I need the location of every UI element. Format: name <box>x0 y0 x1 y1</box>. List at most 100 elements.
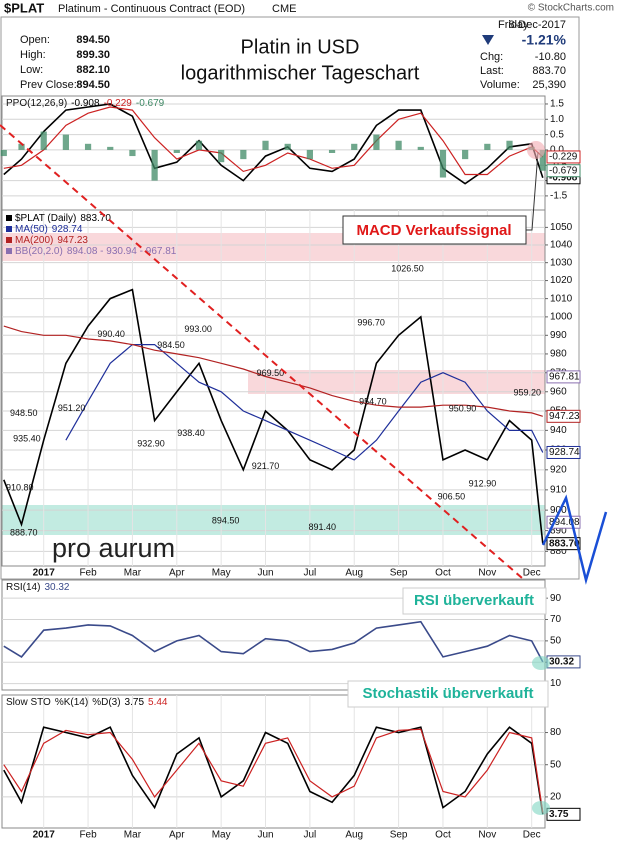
value-tag <box>546 370 581 384</box>
histogram-bar <box>40 131 47 150</box>
y-tick-label: 70 <box>550 614 562 625</box>
callout-pointer <box>526 151 539 231</box>
series-line <box>3 288 544 544</box>
change-pct: -1.21% <box>522 32 567 48</box>
series-readout: 5.44 <box>148 697 168 708</box>
panel-label: PPO(12,26,9) <box>6 98 67 109</box>
x-tick-label: Jul <box>303 568 316 579</box>
series-line <box>3 620 544 663</box>
x-tick-label: Oct <box>435 830 451 841</box>
price-annotation: 996.70 <box>357 317 385 327</box>
quote-value: 894.50 <box>76 79 110 91</box>
stat-value: -10.80 <box>535 51 566 63</box>
y-tick-label: 10 <box>550 678 562 689</box>
value-tag-label: 30.32 <box>549 657 574 668</box>
price-annotation: 1026.50 <box>391 263 424 273</box>
panel-label: Slow STO <box>6 697 51 708</box>
plot: 1.51.00.50.0-0.5-1.0-1.5-0.908-0.229-0.6… <box>0 95 581 841</box>
x-tick-label: May <box>212 568 231 579</box>
x-tick-label: Feb <box>79 830 97 841</box>
series-name: %D(3) <box>92 697 120 708</box>
y-tick-label: 1.0 <box>550 114 564 125</box>
y-tick-label: 1000 <box>550 312 573 323</box>
y-tick-label: 990 <box>550 330 567 341</box>
series-line <box>3 103 544 185</box>
histogram-bar <box>195 140 203 150</box>
instrument: Platinum - Continuous Contract (EOD) <box>58 3 245 15</box>
y-tick-label: 1010 <box>550 293 573 304</box>
exchange: CME <box>272 3 296 15</box>
price-annotation: 948.50 <box>10 408 38 418</box>
price-annotation: 950.90 <box>449 404 477 414</box>
quote-value: 894.50 <box>76 34 110 46</box>
histogram-bar <box>539 149 546 171</box>
price-annotation: 932.90 <box>137 439 165 449</box>
panel <box>1 694 546 829</box>
price-annotation: 993.00 <box>184 324 212 334</box>
title: logarithmischer Tageschart <box>181 62 420 84</box>
y-tick-label: 980 <box>550 349 567 360</box>
x-tick-label: Sep <box>390 830 408 841</box>
logo: pro aurum <box>52 533 175 563</box>
value-tag-label: 894.08 <box>549 517 580 528</box>
y-tick-label: 910 <box>550 485 567 496</box>
value-tag-label: 967.81 <box>549 372 580 383</box>
price-annotation: 891.40 <box>309 522 337 532</box>
value-tag-label: 947.23 <box>549 411 580 422</box>
price-annotation: 894.50 <box>212 516 240 526</box>
value-tag <box>546 150 581 164</box>
price-annotation: 959.20 <box>513 388 541 398</box>
series-line <box>3 726 544 815</box>
y-tick-label: 880 <box>550 546 567 557</box>
legend-value: 928.74 <box>52 224 83 235</box>
y-tick-label: 1050 <box>550 222 573 233</box>
value-tag-label: 3.75 <box>549 809 569 820</box>
y-tick-label: -1.5 <box>550 191 568 202</box>
date: 8-Dec-2017 <box>509 19 566 31</box>
y-tick-label: 1030 <box>550 257 573 268</box>
price-annotation: 910.80 <box>6 483 34 493</box>
highlight <box>532 656 550 670</box>
price-annotation: 888.70 <box>10 528 38 538</box>
histogram-bar <box>462 149 469 160</box>
legend: Slow STO %K(14) %D(3) 3.75 5.44 <box>6 697 168 708</box>
histogram-bar <box>0 149 7 157</box>
series-line <box>3 325 543 417</box>
legend-swatch <box>6 237 12 243</box>
callout: Stochastik überverkauft <box>363 685 534 702</box>
copyright: © StockCharts.com <box>528 3 614 14</box>
highlight <box>527 141 545 159</box>
value-tag-label: 928.74 <box>549 447 580 458</box>
legend-name: $PLAT (Daily) <box>15 213 76 224</box>
x-tick-label: Apr <box>169 830 185 841</box>
x-tick-label: Nov <box>478 830 496 841</box>
price-annotation: 990.40 <box>97 329 125 339</box>
histogram-bar <box>218 149 225 163</box>
histogram-bar <box>328 149 336 153</box>
stat-label: Last: <box>480 65 504 77</box>
histogram-bar <box>351 143 358 150</box>
value-tag-label: -0.908 <box>549 172 578 183</box>
quote-value: 882.10 <box>76 64 110 76</box>
x-tick-label: Aug <box>345 830 363 841</box>
value-tag <box>546 409 581 423</box>
histogram-bar <box>129 149 136 157</box>
y-tick-label: 1020 <box>550 275 573 286</box>
histogram-bar <box>506 140 513 150</box>
value-tag <box>546 807 581 821</box>
y-tick-label: 900 <box>550 505 567 516</box>
series-readout: 3.75 <box>125 697 145 708</box>
quote-label: Prev Close: <box>20 79 77 91</box>
legend-value: 883.70 <box>80 213 111 224</box>
quote-label: Low: <box>20 64 43 76</box>
stat-label: Volume: <box>480 79 520 91</box>
x-tick-label: Jun <box>257 568 273 579</box>
histogram-bar <box>262 140 269 150</box>
title: Platin in USD <box>241 36 360 58</box>
legend-value: 894.08 - 930.94 - 967.81 <box>67 246 177 257</box>
series-readout: -0.229 <box>104 98 133 109</box>
quote-label: Open: <box>20 34 50 46</box>
day: Friday <box>498 19 529 31</box>
panel-label: RSI(14) <box>6 582 40 593</box>
